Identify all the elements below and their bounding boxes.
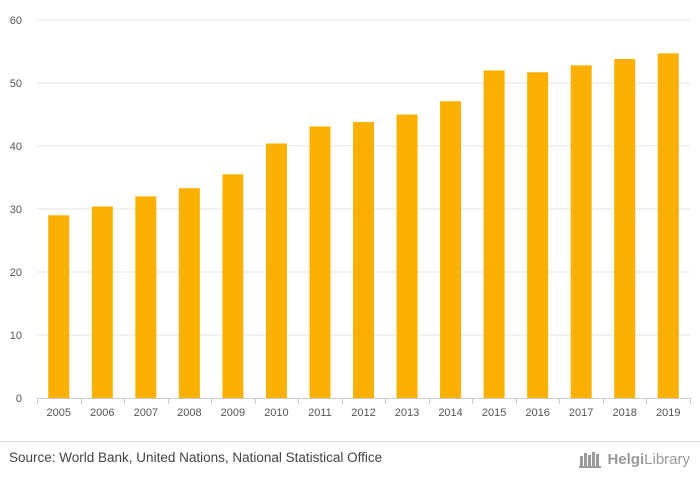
bar-2014[interactable]: [440, 101, 462, 399]
x-axis-ticks: 2005 2006 2007 2008 2009 2010 2011 2012 2013 2014…: [47, 407, 681, 419]
bar-2019[interactable]: [657, 53, 679, 398]
bar-2010[interactable]: [265, 143, 287, 398]
bar-2018[interactable]: [614, 59, 636, 399]
bar-2013[interactable]: [396, 114, 418, 399]
brand-name: HelgiLibrary: [607, 450, 690, 468]
bar-2016[interactable]: [527, 72, 549, 398]
y-axis-ticks: 0 10 20 30 40 50 60: [10, 15, 22, 405]
bar-2006[interactable]: [91, 206, 113, 398]
x-tick-label: 2017: [569, 407, 593, 419]
x-tick-label: 2019: [656, 407, 680, 419]
bar-2005[interactable]: [48, 215, 70, 398]
x-tick-label: 2009: [221, 407, 245, 419]
x-tick-label: 2015: [482, 407, 506, 419]
x-tick-label: 2005: [47, 407, 71, 419]
x-tick-label: 2010: [264, 407, 288, 419]
bar-2017[interactable]: [570, 65, 592, 399]
bar-2011[interactable]: [309, 126, 331, 398]
bar-2008[interactable]: [178, 188, 200, 398]
x-tick-label: 2007: [134, 407, 158, 419]
x-axis: [37, 398, 691, 404]
bar-2007[interactable]: [135, 196, 157, 398]
y-tick-label: 40: [10, 141, 22, 153]
bar-2009[interactable]: [222, 174, 244, 398]
y-tick-label: 60: [10, 15, 22, 27]
source-text: Source: World Bank, United Nations, Nati…: [9, 450, 383, 465]
bar-2012[interactable]: [353, 122, 374, 398]
x-tick-label: 2008: [177, 407, 201, 419]
x-tick-label: 2012: [351, 407, 375, 419]
y-tick-label: 10: [10, 330, 22, 342]
y-tick-label: 30: [10, 204, 22, 216]
x-tick-label: 2006: [90, 407, 114, 419]
brand-logo[interactable]: HelgiLibrary: [579, 448, 690, 470]
x-tick-label: 2014: [438, 407, 462, 419]
library-icon: [579, 452, 602, 468]
x-tick-label: 2011: [308, 407, 332, 419]
x-tick-label: 2016: [525, 407, 549, 419]
chart-footer: Source: World Bank, United Nations, Nati…: [0, 441, 700, 484]
y-tick-label: 20: [10, 267, 22, 279]
y-tick-label: 0: [16, 393, 22, 405]
x-tick-label: 2018: [612, 407, 636, 419]
y-tick-label: 50: [10, 78, 22, 90]
bars: [48, 53, 679, 399]
x-tick-label: 2013: [395, 407, 419, 419]
bar-2015[interactable]: [483, 70, 505, 399]
